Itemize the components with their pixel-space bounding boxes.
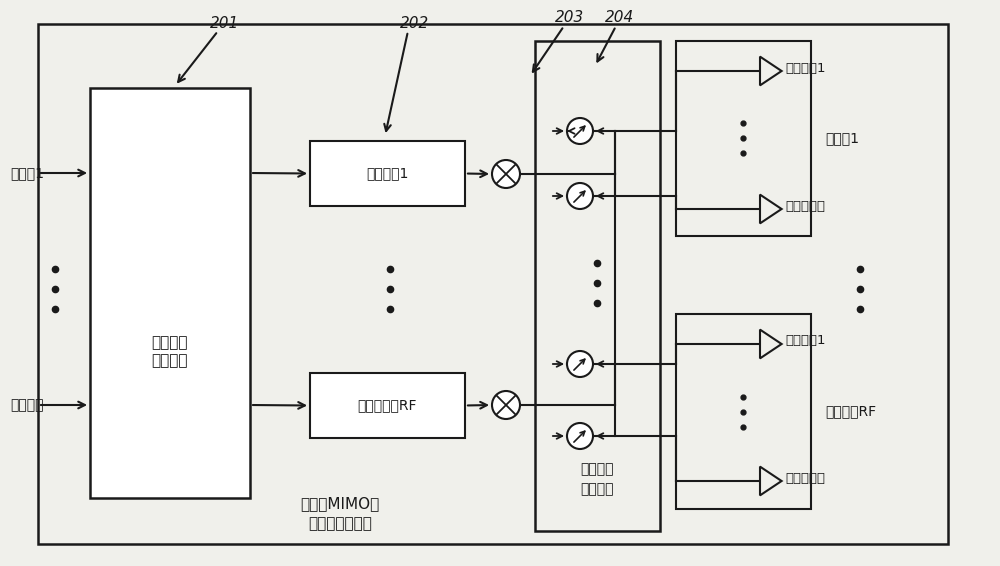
Text: 202: 202 bbox=[400, 15, 430, 31]
Text: 子阵兗1: 子阵兗1 bbox=[825, 131, 859, 145]
Bar bbox=[310, 141, 465, 206]
Text: 数混合预编码器: 数混合预编码器 bbox=[308, 517, 372, 531]
Bar bbox=[90, 88, 250, 498]
Text: 发射天线Ｍ: 发射天线Ｍ bbox=[785, 471, 825, 484]
Text: 射频链路1: 射频链路1 bbox=[366, 166, 409, 181]
Text: 预编码器: 预编码器 bbox=[581, 482, 614, 496]
Text: 201: 201 bbox=[210, 15, 240, 31]
Text: 数据流1: 数据流1 bbox=[10, 166, 44, 180]
Bar bbox=[310, 373, 465, 438]
Bar bbox=[676, 314, 811, 509]
Text: 发射天线1: 发射天线1 bbox=[785, 335, 826, 348]
Text: 子阵列ＮRF: 子阵列ＮRF bbox=[825, 405, 876, 418]
Text: 数字基带: 数字基带 bbox=[152, 335, 188, 350]
Polygon shape bbox=[760, 57, 782, 85]
Circle shape bbox=[492, 391, 520, 419]
Text: 204: 204 bbox=[605, 11, 635, 25]
Polygon shape bbox=[760, 329, 782, 358]
Text: 大规模MIMO模: 大规模MIMO模 bbox=[300, 496, 380, 512]
Circle shape bbox=[567, 183, 593, 209]
Polygon shape bbox=[760, 466, 782, 495]
Text: 模拟射频: 模拟射频 bbox=[581, 462, 614, 476]
Circle shape bbox=[567, 351, 593, 377]
Text: 发射天线1: 发射天线1 bbox=[785, 62, 826, 75]
Bar bbox=[676, 41, 811, 236]
Text: 203: 203 bbox=[555, 11, 585, 25]
Circle shape bbox=[492, 160, 520, 188]
Circle shape bbox=[567, 423, 593, 449]
Circle shape bbox=[567, 118, 593, 144]
Bar bbox=[535, 41, 660, 531]
Text: 预编码器: 预编码器 bbox=[152, 353, 188, 368]
Text: 数据流Ｋ: 数据流Ｋ bbox=[10, 398, 44, 412]
Text: 发射天线Ｍ: 发射天线Ｍ bbox=[785, 199, 825, 212]
Text: 射频链路ＮRF: 射频链路ＮRF bbox=[358, 398, 417, 413]
Polygon shape bbox=[760, 195, 782, 224]
